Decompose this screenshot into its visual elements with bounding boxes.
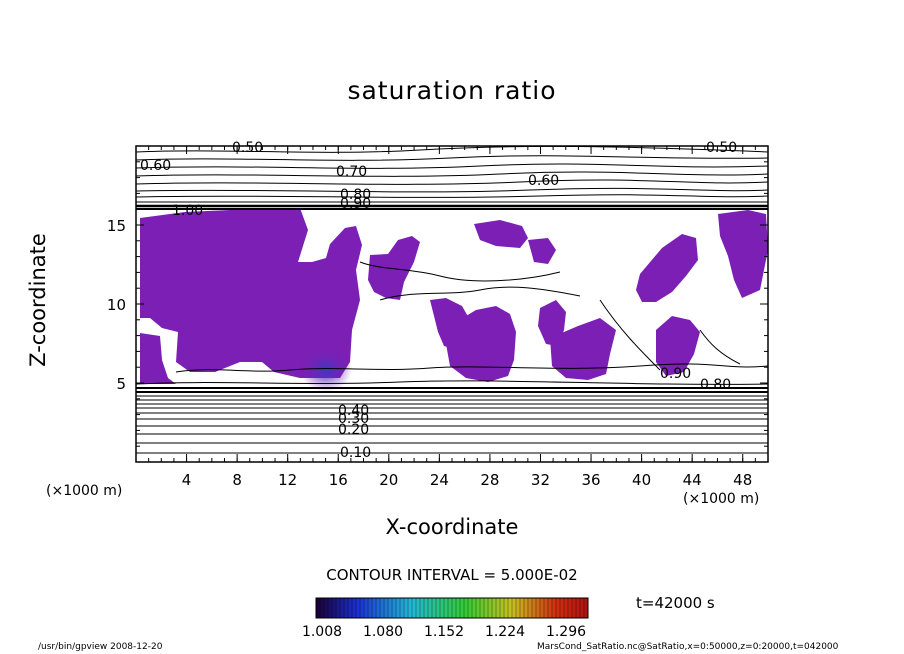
- contour-line: [359, 261, 561, 282]
- x-tick-label: 28: [480, 471, 499, 489]
- y-ticks: 5 10 15: [107, 161, 768, 447]
- contour-label: 0.30: [338, 411, 369, 427]
- x-unit-right: (×1000 m): [683, 491, 760, 507]
- shade-region-strip: [140, 333, 176, 384]
- shade-region-10: [656, 316, 700, 376]
- y-tick-label: 5: [116, 375, 126, 393]
- contour-line: [175, 363, 768, 373]
- shade-region-6: [528, 238, 556, 264]
- x-tick-label: 12: [278, 471, 297, 489]
- x-tick-label: 20: [379, 471, 398, 489]
- contour-label: 0.20: [338, 422, 369, 438]
- contour-line: [136, 187, 768, 193]
- colorbar-tick-label: 1.224: [485, 624, 525, 640]
- contour-line: [699, 329, 741, 365]
- contour-line: [599, 299, 661, 371]
- footer-right: MarsCond_SatRatio.nc@SatRatio,x=0:50000,…: [537, 642, 839, 652]
- footer-left: /usr/bin/gpview 2008-12-20: [38, 642, 163, 652]
- contour-label: 0.10: [340, 445, 371, 461]
- contour-label: 0.40: [338, 403, 369, 419]
- chart-title: saturation ratio: [347, 76, 557, 105]
- contour-label: 0.80: [340, 187, 371, 203]
- x-tick-label: 8: [232, 471, 242, 489]
- colorbar-tick-label: 1.296: [546, 624, 586, 640]
- x-tick-label: 16: [329, 471, 348, 489]
- x-unit-left: (×1000 m): [46, 483, 123, 499]
- contour-lines: [136, 146, 768, 454]
- contour-line: [136, 155, 768, 161]
- contour-labels: 0.50 0.50 0.60 0.60 0.70 0.80 0.90 1.00 …: [140, 140, 737, 461]
- x-tick-label: 32: [531, 471, 550, 489]
- contour-line: [136, 146, 768, 153]
- x-tick-label: 48: [733, 471, 752, 489]
- colorbar-tick-label: 1.008: [302, 624, 342, 640]
- contour-line: [136, 179, 768, 185]
- contour-label: 1.00: [172, 203, 203, 219]
- contour-line: [136, 380, 768, 385]
- contour-line: [379, 286, 581, 301]
- colorbar-tick-label: 1.152: [424, 624, 464, 640]
- contour-label: 0.60: [140, 158, 171, 174]
- shade-region-4: [446, 306, 516, 382]
- contour-line: [136, 171, 768, 177]
- shade-region-5: [474, 220, 528, 248]
- colorbar-ticks: 1.008 1.080 1.152 1.224 1.296: [302, 624, 586, 640]
- x-tick-label: 44: [683, 471, 702, 489]
- contour-interval: CONTOUR INTERVAL = 5.000E-02: [326, 566, 578, 584]
- x-tick-label: 4: [182, 471, 192, 489]
- shade-region-2: [368, 236, 420, 300]
- contour-label: 0.70: [336, 164, 367, 180]
- contour-label: 0.90: [660, 366, 691, 382]
- y-tick-label: 15: [107, 217, 126, 235]
- colorbar-tick-label: 1.080: [363, 624, 403, 640]
- time-label: t=42000 s: [636, 594, 715, 612]
- shade-region-8: [550, 318, 616, 380]
- contour-line: [136, 194, 768, 198]
- contour-label: 0.50: [232, 140, 263, 156]
- dark-core-region: [300, 348, 352, 392]
- x-tick-label: 24: [430, 471, 449, 489]
- x-ticks: 4 8 12 16 20 24 28 32 36 40 44 48: [148, 146, 756, 489]
- shade-region-left: [140, 208, 362, 378]
- contour-label: 0.60: [528, 173, 559, 189]
- y-tick-label: 10: [107, 296, 126, 314]
- colorbar-stripes: [319, 598, 585, 618]
- supersaturation-shading: [140, 208, 768, 384]
- x-axis-label: X-coordinate: [385, 515, 519, 539]
- shade-region-9: [636, 234, 698, 302]
- contour-label: 0.50: [706, 140, 737, 156]
- x-tick-label: 40: [632, 471, 651, 489]
- contour-label: 0.90: [340, 196, 371, 212]
- contour-label: 0.80: [700, 377, 731, 393]
- contour-line: [136, 163, 768, 169]
- x-tick-label: 36: [581, 471, 600, 489]
- shade-region-11: [718, 210, 768, 298]
